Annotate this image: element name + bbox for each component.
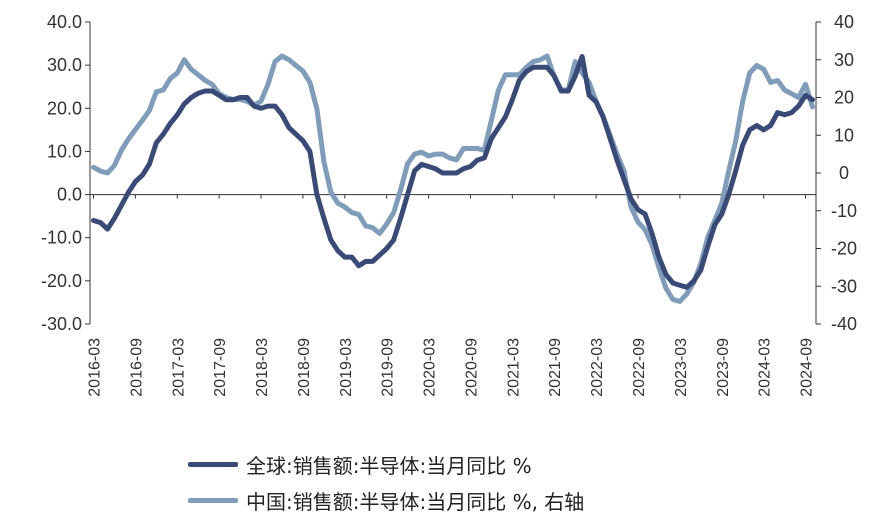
x-tick-label: 2019-03 <box>338 338 355 397</box>
x-tick-label: 2020-09 <box>463 338 480 397</box>
x-tick-label: 2016-09 <box>128 338 145 397</box>
left-tick-label: 10.0 <box>47 141 82 161</box>
left-tick-label: 40.0 <box>47 12 82 32</box>
right-tick-label: -30 <box>831 276 857 296</box>
right-tick-label: 20 <box>834 88 854 108</box>
x-tick-label: 2017-03 <box>170 338 187 397</box>
right-tick-label: 40 <box>834 12 854 32</box>
right-tick-label: 30 <box>834 50 854 70</box>
x-tick-label: 2021-03 <box>505 338 522 397</box>
axes-layer <box>85 21 821 325</box>
series-layer <box>91 53 815 304</box>
tick-labels-layer: 40.0 30.0 20.0 10.0 0.0 -10.0 -20.0 -30.0 40 30 20… <box>41 12 857 397</box>
x-tick-label: 2023-03 <box>673 338 690 397</box>
right-tick-label: -40 <box>831 314 857 334</box>
left-tick-label: -20.0 <box>41 271 82 291</box>
x-tick-label: 2017-09 <box>212 338 229 397</box>
x-tick-label: 2024-03 <box>757 338 774 397</box>
left-tick-label: 0.0 <box>57 185 82 205</box>
legend-global-label: 全球:销售额:半导体:当月同比 % <box>246 454 532 478</box>
left-tick-label: 20.0 <box>47 98 82 118</box>
left-tick-label: -30.0 <box>41 314 82 334</box>
legend-global-swatch <box>188 462 238 467</box>
x-tick-label: 2018-03 <box>254 338 271 397</box>
x-tick-label: 2020-03 <box>422 338 439 397</box>
right-tick-label: -10 <box>831 201 857 221</box>
legend-china-swatch <box>188 498 238 503</box>
right-tick-label: -20 <box>831 239 857 259</box>
x-tick-label: 2022-09 <box>631 338 648 397</box>
legend-china-label: 中国:销售额:半导体:当月同比 %, 右轴 <box>246 490 585 514</box>
legend-global: 全球:销售额:半导体:当月同比 % <box>188 450 532 479</box>
x-tick-label: 2018-09 <box>296 338 313 397</box>
line-chart: 40.0 30.0 20.0 10.0 0.0 -10.0 -20.0 -30.0 40 30 20… <box>41 12 857 397</box>
legend-china: 中国:销售额:半导体:当月同比 %, 右轴 <box>188 486 584 515</box>
left-tick-label: 30.0 <box>47 55 82 75</box>
x-tick-label: 2019-09 <box>380 338 397 397</box>
right-tick-label: 10 <box>834 125 854 145</box>
x-tick-label: 2023-09 <box>715 338 732 397</box>
x-tick-label: 2021-09 <box>547 338 564 397</box>
x-tick-label: 2022-03 <box>589 338 606 397</box>
right-tick-label: 0 <box>839 163 849 183</box>
left-tick-label: -10.0 <box>41 228 82 248</box>
x-tick-label: 2024-09 <box>799 338 816 397</box>
series-line-global <box>91 54 815 290</box>
x-tick-label: 2016-03 <box>86 338 103 397</box>
